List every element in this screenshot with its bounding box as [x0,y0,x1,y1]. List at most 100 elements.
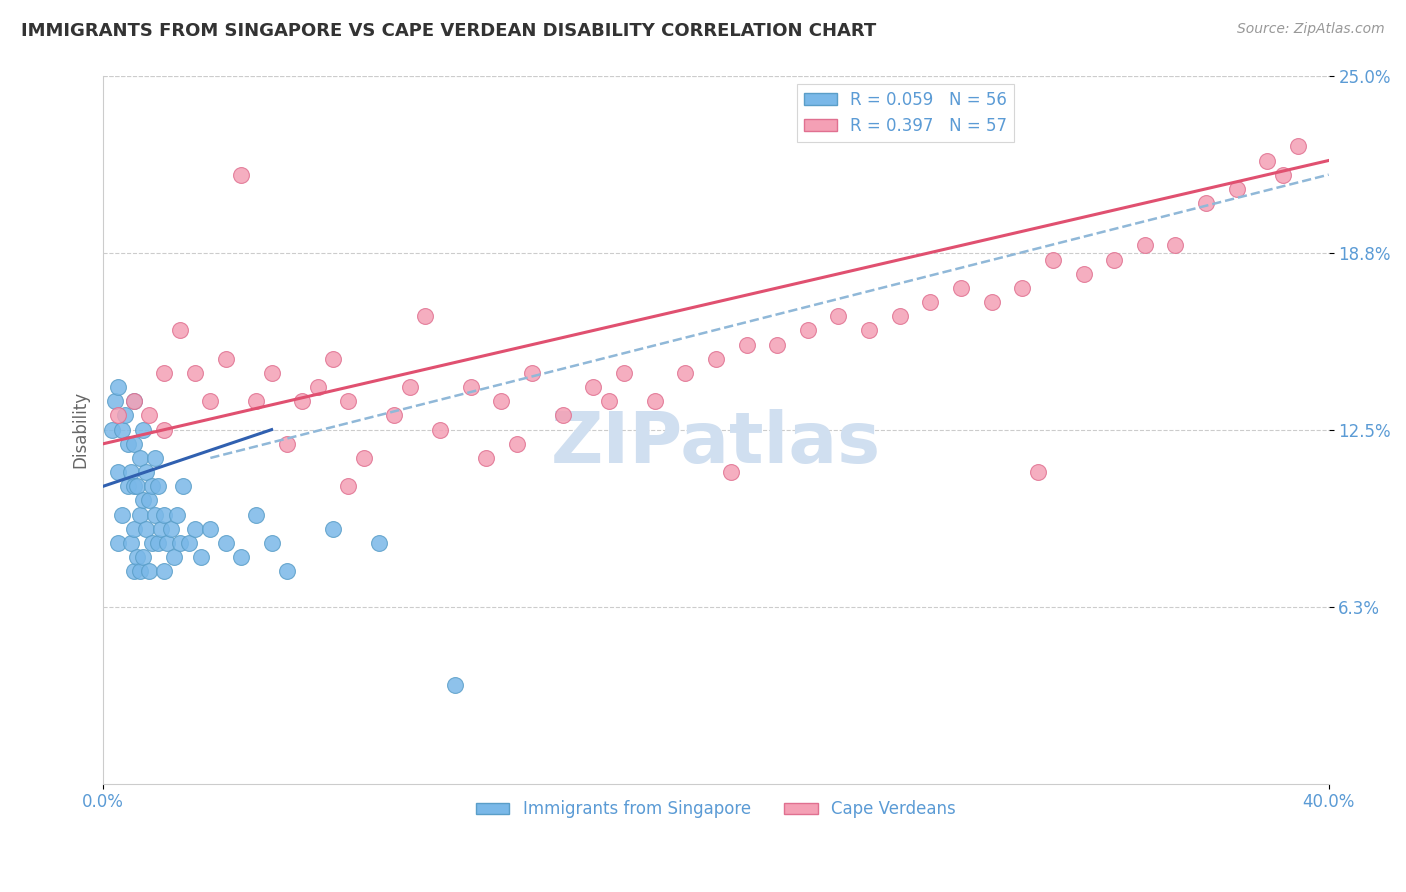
Point [190,550,212,565]
Point [110,423,132,437]
Point [889,310,911,324]
Point [720,465,742,479]
Point [827,310,849,324]
Point [920,295,942,310]
Point [132,423,155,437]
Point [172,479,194,493]
Point [104,394,127,409]
Point [1256,153,1278,168]
Point [1226,182,1249,196]
Point [1026,465,1049,479]
Point [276,437,298,451]
Point [141,479,163,493]
Point [506,437,529,451]
Point [704,351,727,366]
Point [520,366,543,380]
Text: ZIPatlas: ZIPatlas [551,409,882,478]
Point [1164,238,1187,252]
Point [159,522,181,536]
Point [153,564,176,578]
Legend: Immigrants from Singapore, Cape Verdeans: Immigrants from Singapore, Cape Verdeans [470,794,962,825]
Point [120,536,142,550]
Point [200,394,222,409]
Point [169,536,191,550]
Point [1195,196,1218,211]
Y-axis label: Disability: Disability [72,391,89,468]
Point [337,394,360,409]
Point [598,394,620,409]
Point [148,536,170,550]
Point [156,536,179,550]
Point [138,493,160,508]
Point [184,522,207,536]
Point [429,423,451,437]
Point [367,536,389,550]
Point [128,508,150,522]
Point [260,366,283,380]
Point [166,508,188,522]
Point [150,522,173,536]
Point [132,550,155,565]
Point [153,423,176,437]
Point [107,380,129,394]
Point [673,366,696,380]
Point [322,351,344,366]
Point [148,479,170,493]
Point [413,310,436,324]
Point [260,536,283,550]
Point [613,366,636,380]
Point [858,323,880,337]
Point [1286,139,1309,153]
Point [110,508,132,522]
Text: IMMIGRANTS FROM SINGAPORE VS CAPE VERDEAN DISABILITY CORRELATION CHART: IMMIGRANTS FROM SINGAPORE VS CAPE VERDEA… [21,22,876,40]
Point [229,550,252,565]
Point [215,536,238,550]
Point [582,380,605,394]
Point [162,550,184,565]
Point [460,380,482,394]
Point [229,168,252,182]
Point [491,394,513,409]
Point [135,465,157,479]
Point [444,677,467,691]
Point [644,394,666,409]
Point [382,409,405,423]
Point [337,479,360,493]
Point [215,351,238,366]
Point [135,522,157,536]
Point [107,536,129,550]
Point [117,437,139,451]
Point [169,323,191,337]
Point [107,409,129,423]
Point [475,450,498,465]
Point [1011,281,1033,295]
Point [322,522,344,536]
Point [138,409,160,423]
Point [1042,252,1064,267]
Point [353,450,375,465]
Point [1102,252,1125,267]
Point [245,394,267,409]
Point [153,366,176,380]
Point [200,522,222,536]
Point [551,409,574,423]
Point [125,479,148,493]
Point [132,493,155,508]
Point [120,465,142,479]
Point [143,450,166,465]
Point [122,437,145,451]
Point [117,479,139,493]
Point [138,564,160,578]
Point [1133,238,1156,252]
Point [184,366,207,380]
Point [153,508,176,522]
Point [307,380,329,394]
Point [1271,168,1294,182]
Point [143,508,166,522]
Point [245,508,267,522]
Text: Source: ZipAtlas.com: Source: ZipAtlas.com [1237,22,1385,37]
Point [980,295,1002,310]
Point [122,479,145,493]
Point [797,323,820,337]
Point [122,522,145,536]
